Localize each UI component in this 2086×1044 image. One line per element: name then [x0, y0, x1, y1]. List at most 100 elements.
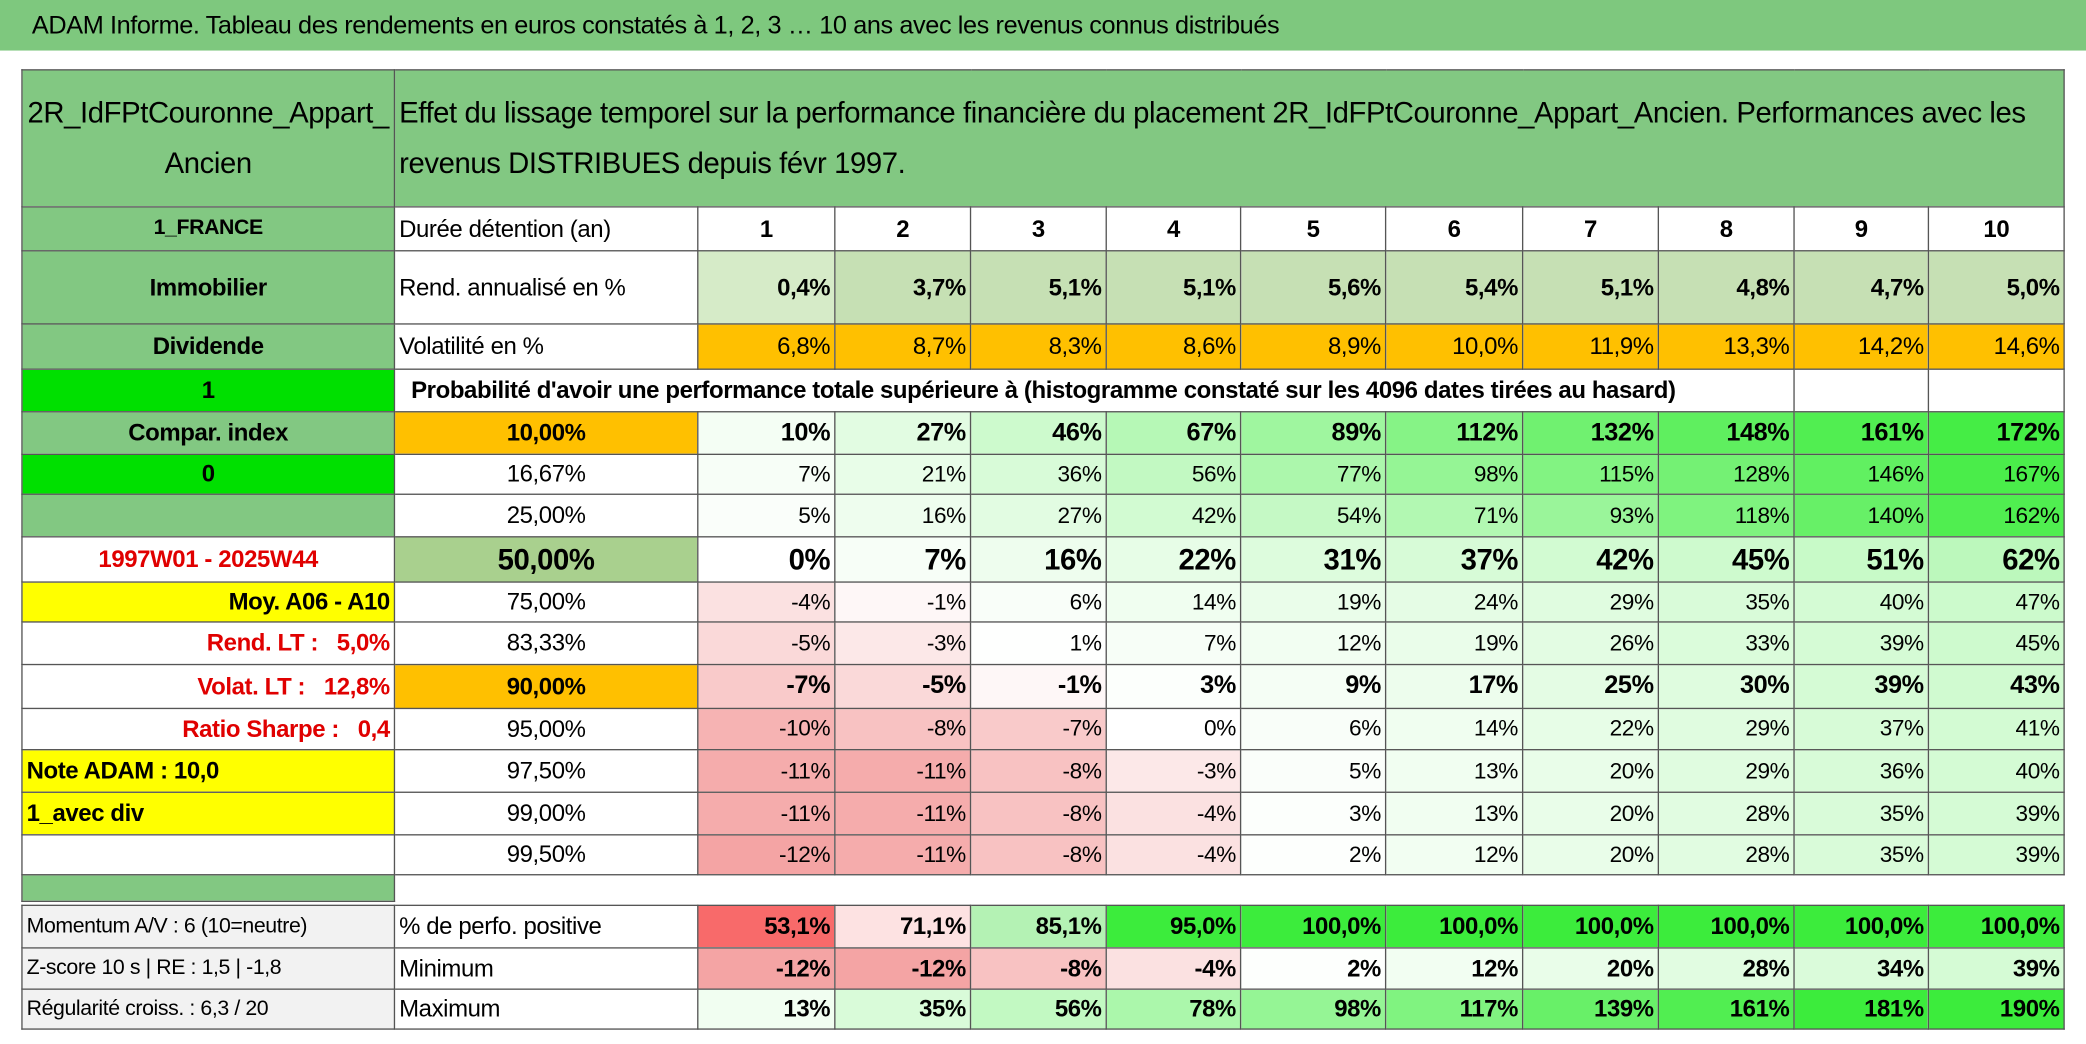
volatility: 10,0% — [1384, 323, 1524, 370]
quantile-level: 50,00% — [393, 536, 699, 583]
quantile-value: 29% — [1657, 707, 1795, 751]
quantile-value: 20% — [1521, 834, 1660, 876]
quantile-value: 77% — [1239, 453, 1387, 495]
quantile-value: 26% — [1521, 621, 1660, 666]
quantile-value: 12% — [1384, 834, 1524, 876]
volatility: 8,6% — [1105, 323, 1242, 370]
quantile-level: 99,50% — [393, 834, 699, 876]
volatility: 6,8% — [697, 323, 836, 370]
quantile-value: 27% — [969, 493, 1107, 538]
side-label: Immobilier — [21, 250, 396, 325]
quantile-value: 37% — [1793, 707, 1930, 751]
quantile-value: 35% — [1793, 791, 1930, 836]
table-row: 1_avec div 99,00% -11% -11% -8% -4% 3% 13% 20% 28… — [21, 791, 2065, 836]
table-row: Immobilier Rend. annualisé en % 0,4% 3,7% 5,… — [21, 250, 2065, 325]
quantile-value: 35% — [1793, 834, 1930, 876]
table-row: 99,50% -12% -11% -8% -4% 2% 12% 20% 28% 35% 39% — [21, 834, 2065, 876]
quantile-value: -1% — [969, 663, 1107, 710]
table-row — [21, 874, 2065, 903]
row-label: Maximum — [393, 988, 699, 1030]
table-row: Compar. index 10,00% 10% 27% 46% 67% 89% 112% 13… — [21, 411, 2065, 455]
quantile-value: 2% — [1239, 834, 1387, 876]
quantile-value: 148% — [1657, 411, 1795, 455]
quantile-value: -11% — [697, 791, 836, 836]
annual-return: 5,4% — [1384, 250, 1524, 325]
table-row: Rend. LT : 5,0% 83,33% -5% -3% 1% 7% 12% 19% 26%… — [21, 621, 2065, 666]
quantile-value: -8% — [969, 749, 1107, 793]
table-row: 25,00% 5% 16% 27% 42% 54% 71% 93% 118% 140% 162% — [21, 493, 2065, 538]
table-row: Note ADAM : 10,0 97,50% -11% -11% -8% -3% 5% 13… — [21, 749, 2065, 793]
quantile-value: 0% — [697, 536, 836, 583]
table-row: Moy. A06 - A10 75,00% -4% -1% 6% 14% 19% 24% 29%… — [21, 581, 2065, 623]
quantile-value: 146% — [1793, 453, 1930, 495]
stat-value: -12% — [834, 947, 972, 990]
stat-value: 100,0% — [1927, 904, 2065, 949]
quantile-value: 167% — [1927, 453, 2065, 495]
quantile-value: 172% — [1927, 411, 2065, 455]
quantile-value: -8% — [834, 707, 972, 751]
table-row: Momentum A/V : 6 (10=neutre)% de perfo. … — [21, 904, 2065, 949]
annual-return: 5,1% — [1521, 250, 1660, 325]
duration: 6 — [1384, 206, 1524, 252]
side-label: 0 — [21, 453, 396, 495]
table-row: 1997W01 - 2025W44 50,00% 0% 7% 16% 22% 31% 37% 4… — [21, 536, 2065, 583]
volatility: 8,9% — [1239, 323, 1387, 370]
annual-return: 3,7% — [834, 250, 972, 325]
quantile-value: -11% — [834, 834, 972, 876]
quantile-value: 43% — [1927, 663, 2065, 710]
quantile-value: 28% — [1657, 791, 1795, 836]
stat-value: -4% — [1105, 947, 1242, 990]
annual-return: 4,7% — [1793, 250, 1930, 325]
quantile-value: 9% — [1239, 663, 1387, 710]
quantile-value: 42% — [1521, 536, 1660, 583]
quantile-value: 20% — [1521, 791, 1660, 836]
quantile-value: -8% — [969, 791, 1107, 836]
row-label: Volatilité en % — [393, 323, 699, 370]
quantile-value: 3% — [1105, 663, 1242, 710]
quantile-value: 19% — [1384, 621, 1524, 666]
quantile-value: 37% — [1384, 536, 1524, 583]
quantile-level: 95,00% — [393, 707, 699, 751]
quantile-value: 0% — [1105, 707, 1242, 751]
side-label: 1_avec div — [21, 791, 396, 836]
table-row: 1 Probabilité d'avoir une performance tot… — [21, 368, 2065, 413]
quantile-value: 6% — [1239, 707, 1387, 751]
quantile-value: 5% — [1239, 749, 1387, 793]
quantile-value: 118% — [1657, 493, 1795, 538]
quantile-value: -3% — [1105, 749, 1242, 793]
duration: 7 — [1521, 206, 1660, 252]
stat-value: 12% — [1384, 947, 1524, 990]
asset-name: 2R_IdFPtCouronne_Appart_Ancien — [21, 69, 396, 208]
quantile-value: 51% — [1793, 536, 1930, 583]
quantile-value: 115% — [1521, 453, 1660, 495]
stat-value: 56% — [969, 988, 1107, 1030]
stat-value: 2% — [1239, 947, 1387, 990]
side-label: 1 — [21, 368, 396, 413]
stat-value: 139% — [1521, 988, 1660, 1030]
quantile-value: 21% — [834, 453, 972, 495]
side-label: Compar. index — [21, 411, 396, 455]
probability-caption: Probabilité d'avoir une performance tota… — [393, 368, 1795, 413]
quantile-value: 31% — [1239, 536, 1387, 583]
quantile-value: 7% — [1105, 621, 1242, 666]
quantile-value: 10% — [697, 411, 836, 455]
quantile-value: 67% — [1105, 411, 1242, 455]
quantile-value: 40% — [1927, 749, 2065, 793]
stat-value: 35% — [834, 988, 972, 1030]
quantile-value: 24% — [1384, 581, 1524, 623]
stat-value: 181% — [1793, 988, 1930, 1030]
quantile-value: 71% — [1384, 493, 1524, 538]
stat-value: 28% — [1657, 947, 1795, 990]
side-label: Régularité croiss. : 6,3 / 20 — [21, 988, 396, 1030]
stat-value: 71,1% — [834, 904, 972, 949]
quantile-value: 33% — [1657, 621, 1795, 666]
quantile-value: 7% — [834, 536, 972, 583]
quantile-value: 54% — [1239, 493, 1387, 538]
side-label: Volat. LT : 12,8% — [21, 663, 396, 710]
quantile-value: 27% — [834, 411, 972, 455]
empty-cell — [1793, 368, 1930, 413]
quantile-value: 112% — [1384, 411, 1524, 455]
quantile-value: 20% — [1521, 749, 1660, 793]
quantile-value: 36% — [969, 453, 1107, 495]
volatility: 11,9% — [1521, 323, 1660, 370]
